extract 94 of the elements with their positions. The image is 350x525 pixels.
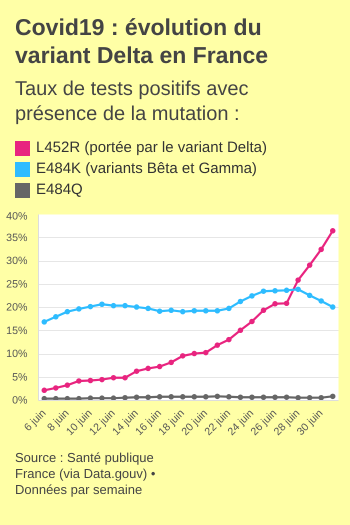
point xyxy=(110,374,116,380)
point xyxy=(203,394,209,400)
point xyxy=(122,374,128,380)
point xyxy=(330,228,336,234)
point xyxy=(295,277,301,283)
point xyxy=(156,394,162,400)
y-tick-label: 15% xyxy=(6,324,28,337)
point xyxy=(226,394,232,400)
point xyxy=(42,396,48,400)
point xyxy=(284,394,290,400)
point xyxy=(180,394,186,400)
y-tick-label: 20% xyxy=(6,302,28,314)
point xyxy=(134,304,140,310)
point xyxy=(272,288,278,294)
y-tick-label: 0% xyxy=(12,394,28,406)
point xyxy=(226,306,232,312)
point xyxy=(88,395,94,400)
point xyxy=(192,394,198,400)
y-tick-label: 5% xyxy=(12,371,28,384)
point xyxy=(53,396,59,400)
point xyxy=(168,394,174,400)
source-note: Source : Santé publique France (via Data.gouv) • Données par semaine xyxy=(15,450,156,498)
point xyxy=(180,353,186,359)
y-tick-label: 30% xyxy=(6,255,28,267)
point xyxy=(122,302,128,308)
point xyxy=(249,394,255,400)
point xyxy=(238,298,244,304)
point xyxy=(260,394,266,400)
point xyxy=(203,350,209,356)
point xyxy=(64,396,70,400)
point xyxy=(272,301,278,307)
point xyxy=(192,308,198,314)
point xyxy=(64,382,70,388)
point xyxy=(295,286,301,292)
point xyxy=(42,388,48,394)
point xyxy=(122,394,128,400)
point xyxy=(156,364,162,370)
chart-subtitle: Taux de tests positifs avec présence de la mutation : xyxy=(15,77,250,127)
point xyxy=(306,292,312,298)
point xyxy=(214,308,220,314)
point xyxy=(156,308,162,314)
point xyxy=(134,368,140,374)
point xyxy=(168,308,174,314)
point xyxy=(330,304,336,310)
point xyxy=(99,395,105,400)
point xyxy=(238,394,244,400)
point xyxy=(272,394,278,400)
point xyxy=(145,366,151,372)
legend-label: E484Q xyxy=(36,180,83,200)
y-tick-label: 10% xyxy=(6,348,28,360)
y-tick-label: 25% xyxy=(6,278,28,290)
point xyxy=(180,308,186,314)
point xyxy=(110,302,116,308)
point xyxy=(53,385,59,391)
point xyxy=(88,304,94,310)
point xyxy=(306,262,312,268)
legend-label: L452R (portée par le variant Delta) xyxy=(36,138,267,158)
point xyxy=(306,394,312,400)
legend-label: E484K (variants Bêta et Gamma) xyxy=(36,159,257,179)
point xyxy=(192,350,198,356)
point xyxy=(145,394,151,400)
point xyxy=(168,360,174,366)
x-tick-label: 6 juin xyxy=(22,407,49,434)
point xyxy=(99,376,105,382)
point xyxy=(76,378,82,384)
point xyxy=(249,293,255,299)
point xyxy=(214,342,220,348)
point xyxy=(249,318,255,324)
point xyxy=(145,306,151,312)
point xyxy=(42,319,48,325)
point xyxy=(295,394,301,400)
point xyxy=(214,394,220,400)
point xyxy=(226,336,232,342)
point xyxy=(88,378,94,384)
point xyxy=(260,308,266,314)
y-tick-label: 35% xyxy=(6,232,28,244)
point xyxy=(76,396,82,400)
point xyxy=(284,288,290,294)
chart-title: Covid19 : évolution du variant Delta en France xyxy=(15,13,270,69)
point xyxy=(64,308,70,314)
point xyxy=(260,288,266,294)
point xyxy=(134,394,140,400)
y-tick-label: 40% xyxy=(6,210,28,222)
point xyxy=(318,246,324,252)
point xyxy=(53,314,59,320)
point xyxy=(238,328,244,334)
point xyxy=(330,394,336,400)
point xyxy=(76,306,82,312)
point xyxy=(284,300,290,306)
point xyxy=(99,302,105,307)
point xyxy=(318,298,324,304)
point xyxy=(110,395,116,400)
point xyxy=(203,308,209,314)
point xyxy=(318,394,324,400)
